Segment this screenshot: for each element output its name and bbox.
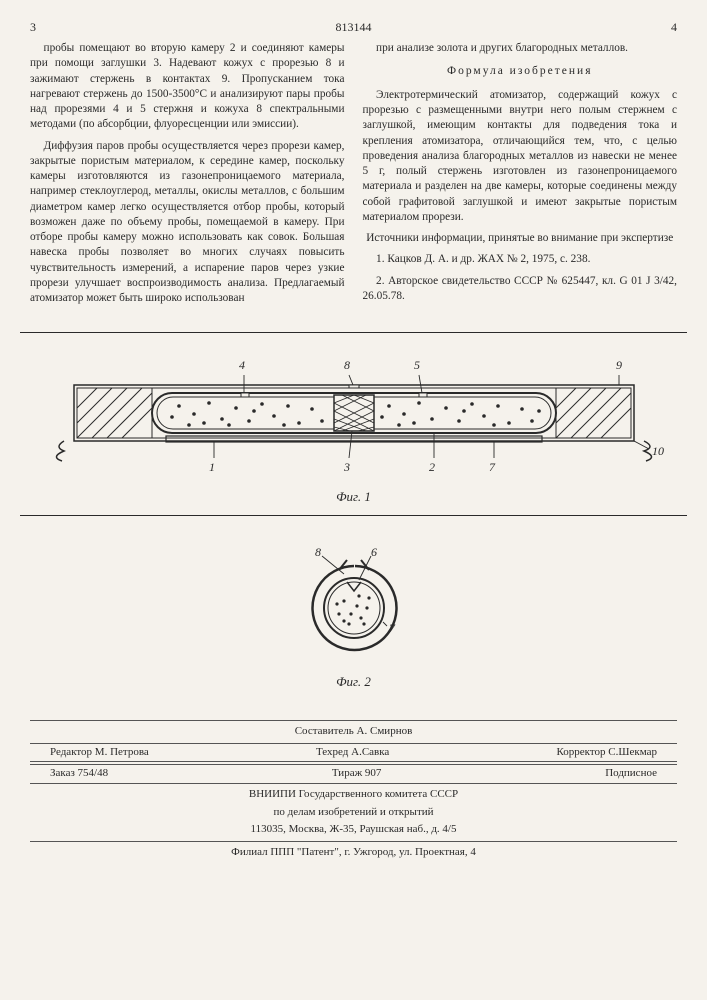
footer-addr2: Филиал ППП "Патент", г. Ужгород, ул. Про… <box>30 844 677 862</box>
footer-tekhred: Техред А.Савка <box>316 744 389 762</box>
svg-text:6: 6 <box>371 546 377 559</box>
patent-number: 813144 <box>50 20 657 35</box>
fig1-label-2: 2 <box>429 460 435 474</box>
fig1-caption: Фиг. 1 <box>20 489 687 505</box>
fig2-caption: Фиг. 2 <box>30 674 677 690</box>
footer-block: Составитель А. Смирнов Редактор М. Петро… <box>30 720 677 861</box>
footer-sub: Подписное <box>605 765 657 783</box>
fig1-label-4: 4 <box>239 358 245 372</box>
svg-text:7: 7 <box>389 621 396 635</box>
footer-credits-row: Редактор М. Петрова Техред А.Савка Корре… <box>30 743 677 763</box>
footer-tirazh: Тираж 907 <box>332 765 382 783</box>
fig1-svg: 4 8 5 9 1 3 2 7 10 <box>44 351 664 481</box>
fig1-label-8: 8 <box>344 358 350 372</box>
formula-title: Формула изобретения <box>363 64 678 80</box>
footer-corrector: Корректор С.Шекмар <box>557 744 657 762</box>
footer-org1: ВНИИПИ Государственного комитета СССР <box>30 786 677 804</box>
left-p2: Диффузия паров пробы осуществляется чере… <box>30 139 345 307</box>
source-2: 2. Авторское свидетельство СССР № 625447… <box>363 274 678 305</box>
left-column: пробы помещают во вторую камеру 2 и соед… <box>30 41 345 312</box>
right-column: при анализе золота и других благородных … <box>363 41 678 312</box>
fig1-label-9: 9 <box>616 358 622 372</box>
footer-addr1: 113035, Москва, Ж-35, Раушская наб., д. … <box>30 821 677 839</box>
figures-block: 4 8 5 9 1 3 2 7 10 Фиг. 1 <box>30 332 677 690</box>
footer-org2: по делам изобретений и открытий <box>30 804 677 822</box>
header-row: 3 813144 4 <box>30 20 677 35</box>
sources-head: Источники информации, принятые во вниман… <box>363 231 678 246</box>
fig1-label-1: 1 <box>209 460 215 474</box>
svg-text:8: 8 <box>315 546 321 559</box>
footer-order-row: Заказ 754/48 Тираж 907 Подписное <box>30 764 677 784</box>
text-columns: пробы помещают во вторую камеру 2 и соед… <box>30 41 677 312</box>
svg-text:10: 10 <box>652 444 664 458</box>
left-p1: пробы помещают во вторую камеру 2 и соед… <box>30 41 345 133</box>
fig1-label-5: 5 <box>414 358 420 372</box>
page-num-left: 3 <box>30 20 50 35</box>
fig2-svg: 8 6 7 <box>289 546 419 666</box>
fig1-label-7: 7 <box>489 460 496 474</box>
page: 3 813144 4 пробы помещают во вторую каме… <box>0 0 707 1000</box>
page-num-right: 4 <box>657 20 677 35</box>
footer-compiler: Составитель А. Смирнов <box>30 723 677 741</box>
source-1: 1. Кацков Д. А. и др. ЖАХ № 2, 1975, с. … <box>363 252 678 267</box>
right-p1: при анализе золота и других благородных … <box>363 41 678 56</box>
right-p2: Электротермический атомизатор, содержащи… <box>363 88 678 225</box>
fig1-label-3: 3 <box>343 460 350 474</box>
fig1-wrapper: 4 8 5 9 1 3 2 7 10 Фиг. 1 <box>20 332 687 516</box>
footer-editor: Редактор М. Петрова <box>50 744 149 762</box>
footer-order: Заказ 754/48 <box>50 765 108 783</box>
